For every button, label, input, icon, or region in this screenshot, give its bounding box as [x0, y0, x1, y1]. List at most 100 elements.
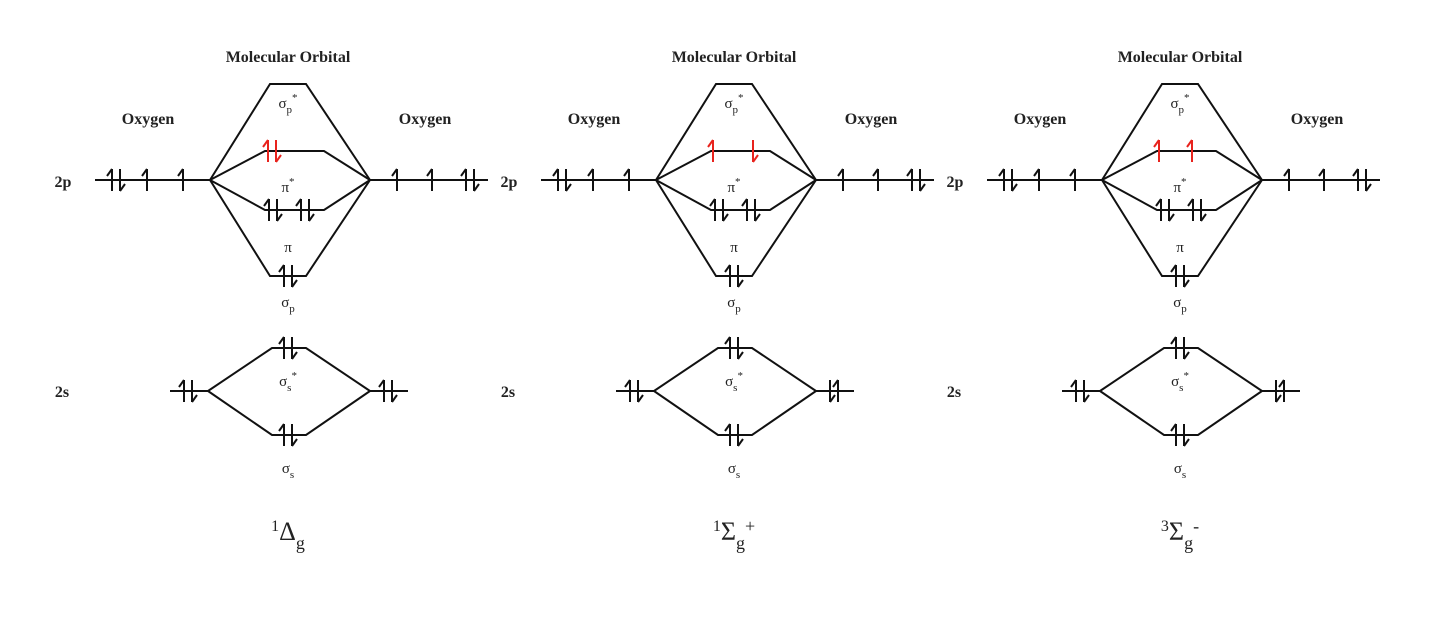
oxygen-heading-left: Oxygen [122, 111, 175, 128]
electron-up [278, 264, 285, 287]
pi-star-label: π* [727, 176, 740, 196]
sigma-s-star-connector [207, 347, 371, 392]
electron-up [1187, 198, 1194, 221]
electron-up [1155, 198, 1162, 221]
pi-star-electron-right [1186, 139, 1193, 162]
sigma-p-star-label: σp* [1170, 92, 1189, 116]
electron-down [565, 169, 572, 192]
electron-up [178, 379, 185, 402]
oxygen-heading-right: Oxygen [845, 111, 898, 128]
sigma-s-star-label: σs* [725, 370, 743, 394]
electron-down [1200, 199, 1207, 222]
pi-label: π [284, 240, 292, 256]
molecular-orbital-heading: Molecular Orbital [672, 49, 797, 66]
sigma-p-star-connector [209, 83, 371, 181]
electron-down [754, 199, 761, 222]
atomic-2p-right-pair [906, 168, 926, 192]
electron-up [378, 379, 385, 402]
atomic-2s-right-pair [378, 379, 398, 403]
atomic-2p-left-single-2 [623, 168, 630, 191]
electron-down [1011, 169, 1018, 192]
electron-up [1070, 379, 1077, 402]
electron-down [391, 380, 398, 403]
sigma-p-connector [209, 179, 371, 277]
atomic-2s-right-pair [1275, 379, 1285, 403]
electron-down [637, 380, 644, 403]
sigma-s-connector [653, 390, 817, 436]
electron-up [1278, 379, 1285, 402]
electron-up [262, 139, 269, 162]
electron-up [460, 168, 467, 191]
pi-label: π [730, 240, 738, 256]
atomic-2s-right-pair [829, 379, 839, 403]
pi-star-electron-left [707, 139, 714, 162]
oxygen-heading-left: Oxygen [1014, 111, 1067, 128]
level-2p-label: 2p [947, 174, 964, 191]
electron-down [276, 199, 283, 222]
sigma-p-label: σp [727, 295, 741, 315]
atomic-2p-right-single-1 [391, 168, 398, 191]
term-symbol: 1Δg [271, 517, 305, 553]
electron-down [737, 424, 744, 447]
sigma-s-electron-pair [724, 423, 744, 447]
electron-up [624, 379, 631, 402]
electron-up [724, 423, 731, 446]
mo-diagram-1: Molecular Orbital Oxygen Oxygen 2p 2s σp* π* π σ… [55, 49, 488, 553]
term-symbol: 1Σg+ [713, 516, 755, 553]
atomic-2p-right-single-2 [1318, 168, 1325, 191]
electron-up [724, 264, 731, 287]
atomic-2p-left-single-1 [141, 168, 148, 191]
oxygen-heading-right: Oxygen [1291, 111, 1344, 128]
electron-up [709, 198, 716, 221]
pi-electron-pair-1 [1155, 198, 1175, 222]
pi-label: π [1176, 240, 1184, 256]
sigma-s-label: σs [728, 461, 740, 481]
electron-up [724, 336, 731, 359]
electron-up [552, 168, 559, 191]
term-symbol: 3Σg- [1161, 516, 1199, 553]
electron-down [1183, 337, 1190, 360]
sigma-s-connector [1099, 390, 1263, 436]
sigma-s-label: σs [282, 461, 294, 481]
electron-down [291, 424, 298, 447]
sigma-p-electron-pair [1170, 264, 1190, 288]
atomic-2p-left-single-1 [1033, 168, 1040, 191]
sigma-p-star-label: σp* [278, 92, 297, 116]
sigma-s-star-connector [653, 347, 817, 392]
sigma-s-label: σs [1174, 461, 1186, 481]
electron-up [906, 168, 913, 191]
atomic-2p-right-pair [1352, 168, 1372, 192]
level-2p-label: 2p [501, 174, 518, 191]
level-2s-label: 2s [947, 384, 961, 401]
electron-down [1083, 380, 1090, 403]
sigma-p-connector [1101, 179, 1263, 277]
atomic-2p-left-pair [106, 168, 126, 192]
sigma-s-star-electron-pair [724, 336, 744, 360]
electron-down [737, 265, 744, 288]
sigma-p-label: σp [281, 295, 295, 315]
electron-up [278, 423, 285, 446]
atomic-2p-right-single-2 [426, 168, 433, 191]
atomic-2s-left-pair [178, 379, 198, 403]
electron-up [1170, 264, 1177, 287]
electron-down [1183, 265, 1190, 288]
sigma-s-electron-pair [278, 423, 298, 447]
sigma-s-star-label: σs* [279, 370, 297, 394]
electron-down [1168, 199, 1175, 222]
electron-up [106, 168, 113, 191]
atomic-2s-left-pair [624, 379, 644, 403]
electron-up [278, 336, 285, 359]
electron-down [291, 265, 298, 288]
sigma-p-star-label: σp* [724, 92, 743, 116]
electron-up [741, 198, 748, 221]
level-2s-label: 2s [55, 384, 69, 401]
molecular-orbital-heading: Molecular Orbital [226, 49, 351, 66]
level-2p-label: 2p [55, 174, 72, 191]
pi-electron-pair-1 [709, 198, 729, 222]
pi-electron-pair-2 [741, 198, 761, 222]
pi-connector [209, 179, 371, 211]
electron-down [722, 199, 729, 222]
sigma-p-connector [655, 179, 817, 277]
atomic-2p-right-pair [460, 168, 480, 192]
